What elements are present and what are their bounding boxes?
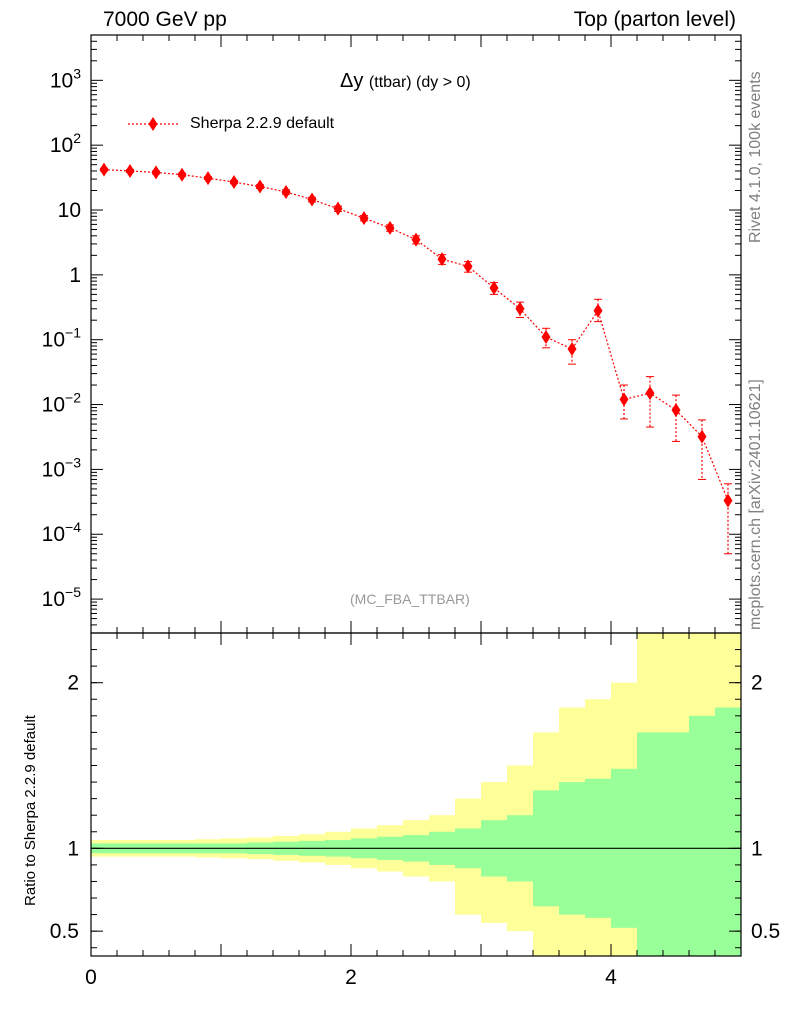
stat-band-bin	[637, 732, 663, 956]
data-point	[203, 171, 213, 186]
y-tick-label-main: 103	[50, 65, 81, 92]
y-tick-label-main: 10−4	[42, 519, 82, 546]
data-point	[489, 280, 499, 295]
data-point	[437, 252, 447, 267]
data-point	[645, 386, 655, 401]
data-point	[229, 175, 239, 190]
y-tick-label-main: 10−5	[42, 584, 82, 611]
data-point	[567, 341, 577, 356]
y-tick-label-ratio-right: 0.5	[751, 920, 780, 943]
legend-label: Sherpa 2.2.9 default	[190, 115, 335, 132]
data-point	[463, 259, 473, 274]
plot-title-sub: (ttbar) (dy > 0)	[368, 74, 471, 91]
data-point	[411, 232, 421, 247]
x-tick-label: 4	[605, 966, 617, 989]
ratio-bands	[91, 633, 741, 956]
data-point	[515, 301, 525, 316]
data-point	[307, 192, 317, 207]
data-point	[281, 184, 291, 199]
y-tick-label-ratio-right: 1	[751, 837, 763, 860]
y-tick-label-main: 10−1	[42, 325, 82, 352]
y-tick-label-ratio-right: 2	[751, 672, 763, 695]
data-point	[619, 392, 629, 407]
data-point	[593, 303, 603, 318]
data-point	[151, 165, 161, 180]
ratio-frame	[90, 632, 742, 957]
data-point	[359, 211, 369, 226]
data-point	[723, 493, 733, 508]
header-left: 7000 GeV pp	[103, 8, 227, 31]
header-right: Top (parton level)	[573, 8, 736, 31]
data-point	[697, 429, 707, 444]
plot-title-main: Δy	[340, 70, 364, 92]
y-tick-label-main: 10−2	[42, 390, 82, 417]
plot-title: Δy (ttbar) (dy > 0)	[340, 70, 471, 93]
data-point	[385, 220, 395, 235]
y-tick-label-ratio: 1	[67, 837, 79, 860]
legend-marker	[148, 117, 158, 131]
data-point	[125, 163, 135, 178]
y-tick-label-main: 1	[69, 264, 81, 287]
data-point	[541, 330, 551, 345]
main-frame	[90, 34, 742, 634]
data-point	[99, 162, 109, 177]
y-tick-label-main: 10−3	[42, 454, 82, 481]
data-point	[333, 201, 343, 216]
x-tick-label: 2	[345, 966, 357, 989]
x-tick-label: 0	[85, 966, 97, 989]
data-point	[177, 167, 187, 182]
analysis-watermark: (MC_FBA_TTBAR)	[350, 591, 470, 607]
data-point	[255, 179, 265, 194]
y-tick-label-ratio: 2	[67, 672, 79, 695]
data-point	[671, 403, 681, 418]
series-line	[103, 169, 729, 501]
stat-band-bin	[689, 715, 715, 956]
y-tick-label-main: 102	[50, 130, 81, 157]
y-tick-label-main: 10	[58, 199, 81, 222]
y-tick-label-ratio: 0.5	[50, 920, 79, 943]
stat-band-bin	[663, 732, 689, 956]
